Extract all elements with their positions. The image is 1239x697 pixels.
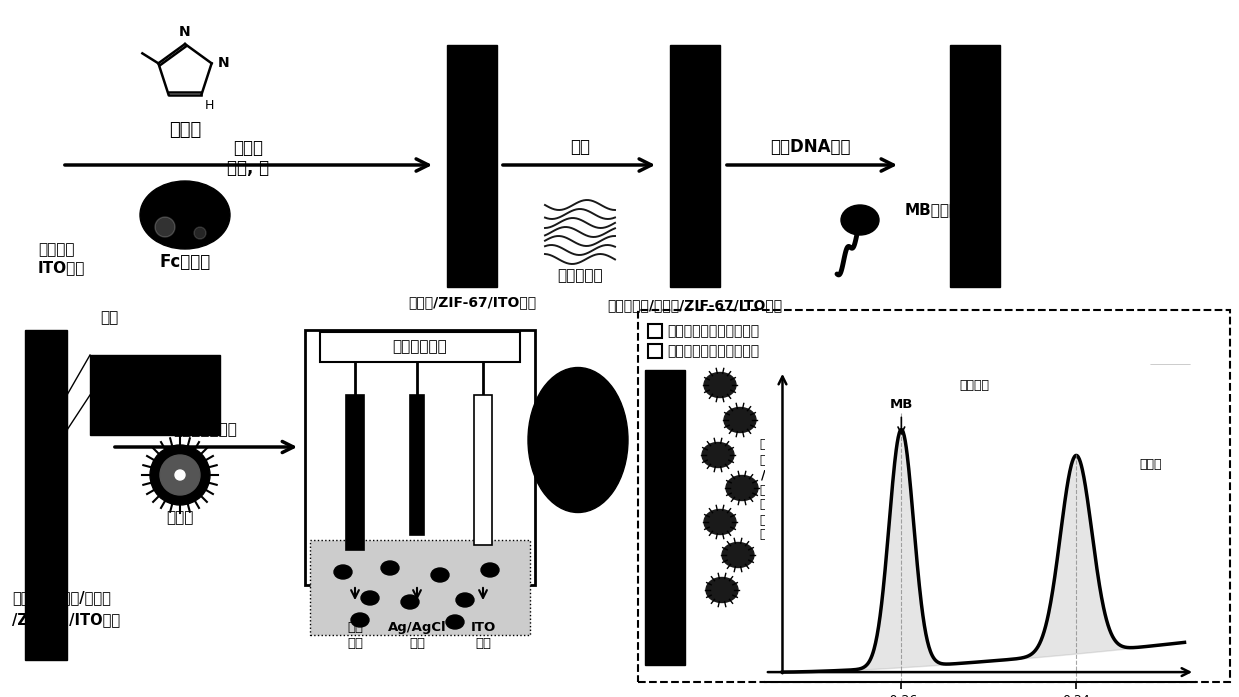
Ellipse shape — [528, 367, 628, 512]
Ellipse shape — [481, 563, 499, 577]
Bar — [638, 310, 1230, 682]
Text: N: N — [180, 25, 191, 39]
Bar — [648, 344, 662, 358]
Text: /ZIF-67/ITO电极: /ZIF-67/ITO电极 — [12, 612, 120, 627]
Text: 黑磷纳米片/二茂铁/ZIF-67/ITO电极: 黑磷纳米片/二茂铁/ZIF-67/ITO电极 — [607, 298, 783, 312]
Text: MB: MB — [890, 397, 913, 411]
Ellipse shape — [706, 578, 738, 602]
Text: 电极: 电极 — [475, 637, 491, 650]
Ellipse shape — [382, 561, 399, 575]
Text: 电极: 电极 — [409, 637, 425, 650]
Bar — [305, 330, 535, 585]
Ellipse shape — [703, 443, 733, 468]
Ellipse shape — [841, 205, 878, 235]
Circle shape — [160, 455, 199, 495]
Ellipse shape — [446, 615, 463, 629]
Ellipse shape — [140, 181, 230, 249]
Text: 外泌体: 外泌体 — [166, 510, 193, 526]
Ellipse shape — [335, 565, 352, 579]
Bar — [670, 45, 720, 287]
Circle shape — [195, 227, 206, 239]
Ellipse shape — [724, 408, 756, 433]
Text: 精准俘获肿瘤细胞外泌体: 精准俘获肿瘤细胞外泌体 — [667, 324, 760, 338]
Text: 适体-黑磷纳米片/二茂铁: 适体-黑磷纳米片/二茂铁 — [12, 590, 110, 605]
Ellipse shape — [456, 593, 475, 607]
Ellipse shape — [401, 595, 419, 609]
Text: 电化学工作站: 电化学工作站 — [393, 339, 447, 355]
Ellipse shape — [431, 568, 449, 582]
Text: 亚甲基蓝: 亚甲基蓝 — [960, 379, 990, 392]
Bar — [447, 45, 497, 287]
Ellipse shape — [704, 372, 736, 397]
Text: H: H — [204, 99, 214, 112]
Text: 固定在电极夹上: 固定在电极夹上 — [173, 422, 237, 438]
Bar — [646, 370, 685, 665]
Text: 二茂铁: 二茂铁 — [1139, 457, 1162, 470]
Bar — [90, 355, 221, 435]
Circle shape — [155, 217, 175, 237]
Text: 电
流
/
任
意
单
位: 电 流 / 任 意 单 位 — [760, 438, 767, 542]
Circle shape — [175, 470, 185, 480]
Text: 黑磷纳米片: 黑磷纳米片 — [558, 268, 603, 284]
Text: 氧化铟锡: 氧化铟锡 — [38, 243, 74, 257]
Text: ITO电极: ITO电极 — [38, 261, 85, 275]
Bar — [648, 324, 662, 338]
Text: 乙醇, 水: 乙醇, 水 — [227, 159, 269, 177]
Text: 二茂铁/ZIF-67/ITO电极: 二茂铁/ZIF-67/ITO电极 — [408, 295, 536, 309]
Ellipse shape — [351, 613, 369, 627]
Bar — [346, 395, 364, 550]
Text: 放大: 放大 — [100, 310, 118, 325]
Ellipse shape — [704, 510, 736, 535]
Ellipse shape — [726, 475, 758, 500]
Bar — [950, 45, 1000, 287]
Bar — [410, 395, 424, 535]
Bar — [310, 540, 530, 635]
Bar — [320, 332, 520, 362]
Bar — [1150, 365, 1189, 665]
Text: 硝酸钴: 硝酸钴 — [169, 121, 201, 139]
Ellipse shape — [722, 542, 755, 567]
Bar — [475, 395, 492, 545]
Text: Ag/AgCl: Ag/AgCl — [388, 621, 446, 634]
Text: 双信号自校准检测外泌体: 双信号自校准检测外泌体 — [667, 344, 760, 358]
Text: Fc二茂铁: Fc二茂铁 — [160, 253, 211, 271]
Text: 单链DNA适体: 单链DNA适体 — [769, 138, 850, 156]
Circle shape — [150, 445, 209, 505]
Text: 铂丝: 铂丝 — [347, 621, 363, 634]
Text: N: N — [218, 56, 229, 70]
Text: MB亚甲基蓝: MB亚甲基蓝 — [904, 203, 968, 217]
Text: 滴涂: 滴涂 — [570, 138, 590, 156]
Ellipse shape — [361, 591, 379, 605]
Bar — [25, 330, 67, 660]
Text: 电沉积: 电沉积 — [233, 139, 263, 157]
Text: ITO: ITO — [471, 621, 496, 634]
Text: 电极: 电极 — [347, 637, 363, 650]
